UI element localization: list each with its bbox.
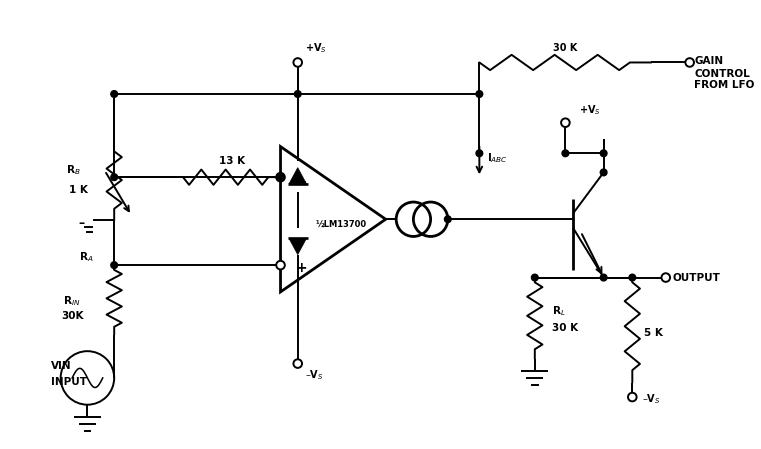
Text: OUTPUT: OUTPUT <box>673 273 721 282</box>
Circle shape <box>295 91 301 97</box>
Text: +V$_S$: +V$_S$ <box>305 41 327 55</box>
Circle shape <box>476 150 482 157</box>
Text: GAIN: GAIN <box>695 56 724 66</box>
Text: 30 K: 30 K <box>553 43 578 53</box>
Text: FROM LFO: FROM LFO <box>695 80 755 90</box>
Text: CONTROL: CONTROL <box>695 69 750 79</box>
Text: 1 K: 1 K <box>68 185 88 194</box>
Text: R$_B$: R$_B$ <box>66 163 81 177</box>
Circle shape <box>476 91 482 97</box>
Text: R$_A$: R$_A$ <box>78 251 93 264</box>
Text: +V$_S$: +V$_S$ <box>579 103 600 117</box>
Text: 13 K: 13 K <box>218 156 245 166</box>
Circle shape <box>294 58 302 67</box>
Text: +: + <box>296 261 307 275</box>
Text: R$_L$: R$_L$ <box>552 304 565 318</box>
Text: –: – <box>298 175 305 189</box>
Circle shape <box>600 150 607 157</box>
Circle shape <box>600 169 607 176</box>
Circle shape <box>111 91 117 97</box>
Circle shape <box>628 393 637 401</box>
Circle shape <box>276 173 285 181</box>
Circle shape <box>294 359 302 368</box>
Circle shape <box>629 274 635 281</box>
Circle shape <box>561 119 570 127</box>
Circle shape <box>444 216 451 223</box>
Polygon shape <box>289 167 307 184</box>
Text: R$_{IN}$: R$_{IN}$ <box>63 295 81 308</box>
Text: –V$_S$: –V$_S$ <box>305 368 324 382</box>
Circle shape <box>111 262 117 269</box>
Polygon shape <box>289 238 307 255</box>
Text: VIN: VIN <box>51 361 72 371</box>
Text: 30K: 30K <box>61 311 84 321</box>
Text: I$_{ABC}$: I$_{ABC}$ <box>487 151 508 165</box>
Circle shape <box>531 274 538 281</box>
Text: ½LM13700: ½LM13700 <box>315 220 366 229</box>
Circle shape <box>277 174 284 180</box>
Circle shape <box>276 261 285 269</box>
Text: –V$_S$: –V$_S$ <box>642 392 661 406</box>
Text: 30 K: 30 K <box>552 323 578 333</box>
Circle shape <box>562 150 568 157</box>
Text: 5 K: 5 K <box>644 327 663 338</box>
Circle shape <box>600 274 607 281</box>
Circle shape <box>686 58 694 67</box>
Circle shape <box>111 174 117 180</box>
Circle shape <box>661 273 670 282</box>
Text: –: – <box>78 216 84 229</box>
Text: INPUT: INPUT <box>51 377 87 387</box>
